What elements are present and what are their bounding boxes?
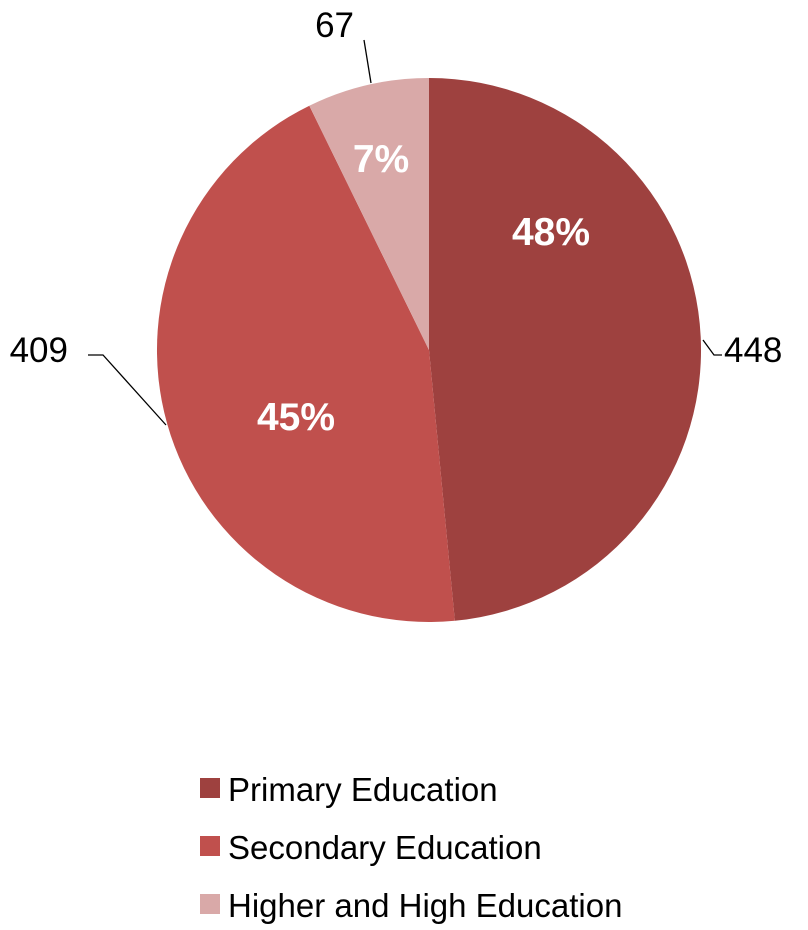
percent-label-higher-and-high-education: 7% [353, 138, 409, 181]
legend-swatch-primary-education [200, 778, 220, 798]
pie-slice-secondary-education [156, 105, 455, 623]
leader-line-secondary-education [88, 354, 167, 426]
value-labels: 448 409 67 [10, 6, 783, 370]
pie-slice-higher-and-high-education [309, 78, 429, 350]
legend-swatch-higher-and-high-education [200, 894, 220, 914]
leader-lines [88, 39, 722, 426]
value-label-primary-education: 448 [724, 331, 782, 370]
percent-label-secondary-education: 45% [257, 396, 335, 439]
legend-label-secondary-education: Secondary Education [228, 829, 542, 866]
legend: Primary Education Secondary Education High… [200, 771, 622, 924]
leader-line-primary-education [702, 339, 722, 356]
pie-slices [156, 78, 702, 623]
legend-swatch-secondary-education [200, 836, 220, 856]
value-label-secondary-education: 409 [10, 331, 68, 370]
leader-line-higher-and-high-education [363, 39, 372, 84]
legend-label-primary-education: Primary Education [228, 771, 498, 808]
percent-labels: 48% 45% 7% [257, 138, 590, 439]
pie-slice-primary-education [429, 78, 702, 621]
percent-label-primary-education: 48% [512, 211, 590, 254]
legend-label-higher-and-high-education: Higher and High Education [228, 887, 622, 924]
value-label-higher-and-high-education: 67 [315, 6, 354, 45]
